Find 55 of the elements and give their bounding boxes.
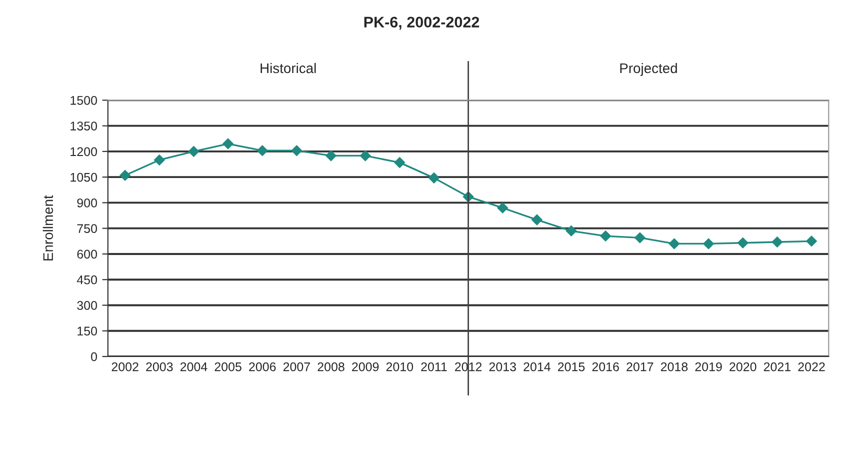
x-tick-label: 2004: [180, 362, 208, 372]
x-tick-label: 2018: [660, 362, 688, 372]
point: [394, 157, 406, 168]
x-tick-label: 2013: [489, 362, 516, 372]
x-tick-label: 2020: [730, 362, 756, 372]
point: [291, 145, 302, 156]
y-tick-label: 0: [91, 352, 97, 362]
chart-title: PK-6, 2002-2022: [364, 16, 480, 30]
point: [497, 202, 508, 214]
x-tick-label: 2003: [146, 362, 173, 372]
point: [326, 150, 336, 162]
text: Projected: [620, 62, 677, 76]
point: [360, 150, 371, 162]
x-tick-label: 2009: [352, 362, 379, 372]
x-tick-label: 2011: [421, 362, 447, 372]
x-tick-label: 2006: [249, 362, 276, 372]
point: [737, 237, 748, 248]
x-tick-label: 2008: [318, 362, 344, 372]
y-tick-label: 750: [77, 224, 97, 233]
x-tick-label: 2002: [112, 362, 138, 372]
x-tick-label: 2021: [764, 362, 790, 372]
point: [566, 225, 577, 236]
point: [428, 172, 440, 184]
point: [703, 238, 714, 250]
x-tick-label: 2019: [695, 362, 722, 372]
x-tick-label: 2014: [524, 362, 550, 372]
y-tick-label: 300: [77, 301, 97, 310]
point: [634, 232, 646, 244]
y-axis-title: Enrollment: [42, 195, 54, 260]
y-tick-label: 1500: [70, 96, 97, 105]
x-tick-label: 2016: [592, 362, 619, 372]
x-tick-label: 2022: [798, 362, 825, 372]
point: [600, 230, 612, 242]
point: [222, 138, 234, 150]
point: [532, 214, 542, 226]
x-tick-label: 2015: [558, 362, 585, 372]
point: [806, 236, 817, 247]
y-tick-label: 150: [78, 326, 97, 336]
x-tick-label: 2017: [626, 362, 654, 372]
y-tick-label: 1050: [70, 172, 97, 182]
y-tick-label: 900: [77, 198, 97, 208]
y-tick-label: 450: [76, 275, 97, 284]
point: [668, 238, 680, 250]
point: [120, 170, 130, 181]
text: Historical: [260, 62, 316, 74]
y-tick-label: 600: [77, 250, 97, 259]
point: [256, 145, 268, 156]
point: [154, 154, 165, 166]
x-tick-label: 2007: [283, 362, 310, 372]
y-tick-label: 1200: [70, 147, 97, 156]
point: [188, 146, 200, 157]
x-tick-label: 2010: [386, 362, 414, 372]
point: [772, 236, 783, 248]
x-tick-label: 2005: [214, 362, 242, 372]
y-tick-label: 1350: [70, 122, 97, 130]
